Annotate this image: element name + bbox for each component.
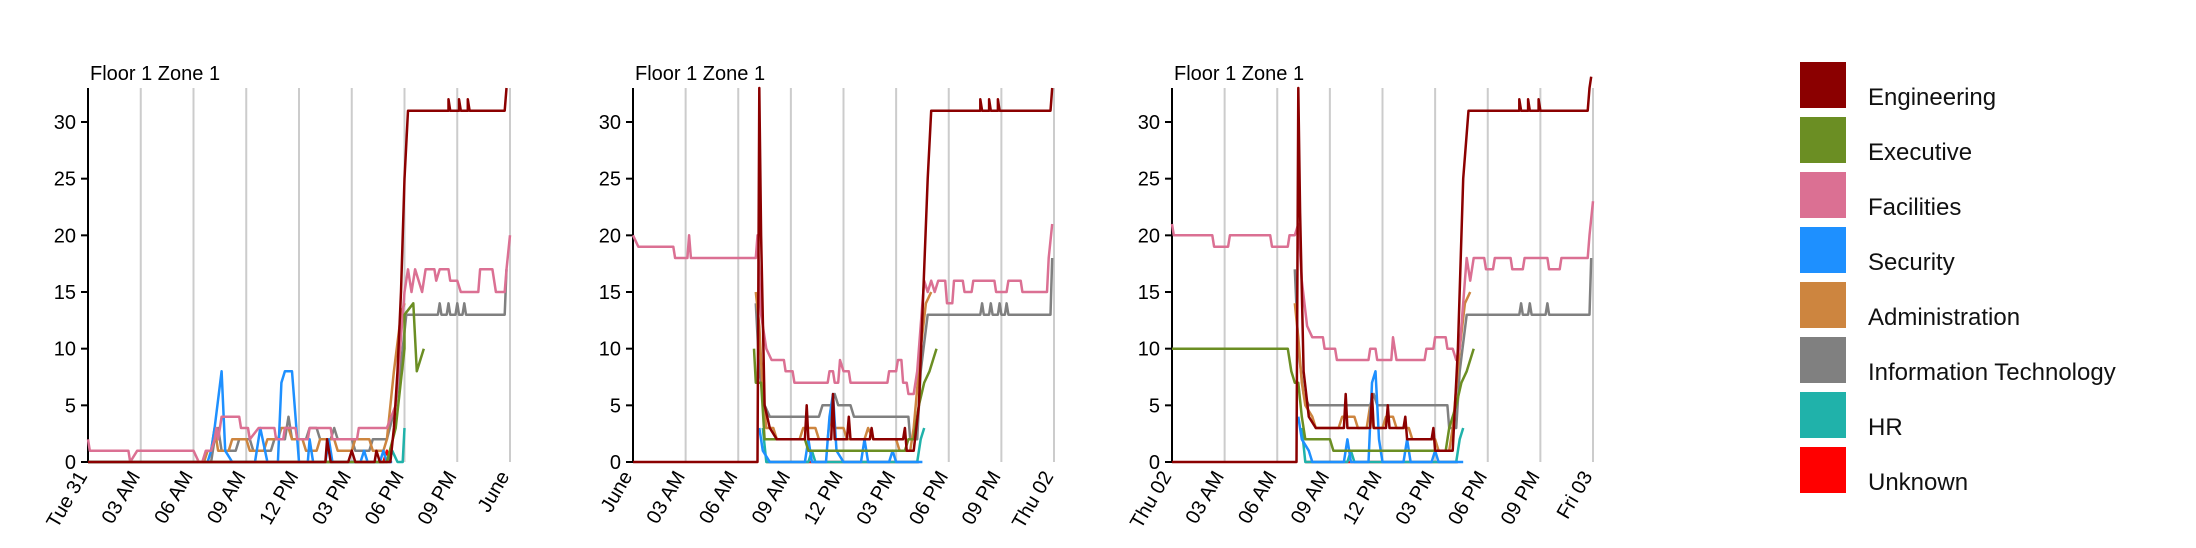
y-tick-label: 15 [54, 282, 76, 304]
x-tick-label: June [597, 468, 638, 517]
x-tick-label: 06 PM [1444, 468, 1492, 529]
x-tick-label: 09 PM [414, 468, 462, 529]
y-tick-label: 0 [610, 452, 621, 474]
y-tick-label: 20 [54, 225, 76, 247]
y-tick-label: 15 [599, 282, 621, 304]
x-tick-label: 03 AM [643, 468, 690, 528]
y-tick-label: 10 [1138, 339, 1160, 361]
legend-swatch-executive [1800, 117, 1846, 163]
series-line-security [88, 370, 393, 464]
legend-item-security[interactable]: Security [1800, 227, 2180, 282]
series-line-executive [752, 348, 938, 452]
x-tick-label: June [474, 468, 515, 517]
x-tick-label: 06 AM [695, 468, 742, 528]
chart-title: Floor 1 Zone 1 [90, 63, 220, 85]
x-tick-label: 09 AM [203, 468, 250, 528]
chart-panel-1: 0 5 10 15 20 25 30 Tue 31 03 AM 06 AM 09 AM 12 PM 03… [43, 63, 515, 532]
x-tick-label: Thu 02 [1126, 468, 1176, 533]
legend-swatch-security [1800, 227, 1846, 273]
legend-item-administration[interactable]: Administration [1800, 282, 2180, 337]
legend-swatch-facilities [1800, 172, 1846, 218]
x-tick-label: 09 PM [958, 468, 1006, 529]
series-line-administration [88, 302, 406, 464]
series-line-executive [88, 302, 425, 464]
legend-swatch-hr [1800, 392, 1846, 438]
x-tick-label: 03 PM [308, 468, 356, 529]
department-legend: Engineering Executive Facilities Securit… [1800, 62, 2180, 502]
legend-label-hr: HR [1868, 414, 1903, 441]
x-tick-label: 12 PM [255, 468, 303, 529]
chart-panel-3: 0 5 10 15 20 25 30 Thu 02 03 AM 06 AM 09 AM 12 PM 03… [1126, 63, 1597, 532]
legend-label-security: Security [1868, 249, 1955, 276]
y-tick-label: 5 [1149, 395, 1160, 417]
y-tick-label: 30 [54, 112, 76, 134]
x-tick-label: 03 AM [98, 468, 145, 528]
legend-item-facilities[interactable]: Facilities [1800, 172, 2180, 227]
x-tick-label: 12 PM [1339, 468, 1387, 529]
x-tick-label: 12 PM [800, 468, 848, 529]
series-line-information-technology [1293, 257, 1593, 430]
y-tick-label: 20 [599, 225, 621, 247]
x-tick-label: 06 PM [361, 468, 409, 529]
y-tick-label: 0 [1149, 452, 1160, 474]
series-line-information-technology [754, 257, 1054, 441]
y-tick-label: 25 [54, 169, 76, 191]
chart-panel-2: 0 5 10 15 20 25 30 June 03 AM 06 AM 09 AM 12 PM 03 P… [597, 63, 1059, 532]
series-line-facilities [86, 235, 512, 464]
series-line-security [1297, 370, 1464, 464]
y-tick-label: 30 [599, 112, 621, 134]
legend-item-engineering[interactable]: Engineering [1800, 62, 2180, 117]
legend-label-administration: Administration [1868, 304, 2021, 331]
x-tick-label: 03 PM [1391, 468, 1439, 529]
x-tick-label: Tue 31 [43, 468, 93, 532]
series-line-executive [1172, 347, 1475, 452]
series-line-engineering [1172, 76, 1593, 464]
x-tick-label: 09 PM [1497, 468, 1545, 529]
x-tick-label: 03 PM [852, 468, 900, 529]
legend-label-unknown: Unknown [1868, 469, 1969, 496]
y-tick-label: 25 [1138, 169, 1160, 191]
x-tick-label: Thu 02 [1008, 468, 1058, 533]
legend-item-information-technology[interactable]: Information Technology [1800, 337, 2180, 392]
y-tick-label: 10 [54, 339, 76, 361]
legend-item-unknown[interactable]: Unknown [1800, 447, 2180, 502]
x-tick-label: 06 AM [1234, 468, 1281, 528]
legend-swatch-engineering [1800, 62, 1846, 108]
legend-label-engineering: Engineering [1868, 84, 1997, 111]
legend-swatch-administration [1800, 282, 1846, 328]
legend-swatch-unknown [1800, 447, 1846, 493]
x-tick-label: 09 AM [748, 468, 795, 528]
series-line-engineering [88, 87, 508, 464]
legend-label-information-technology: Information Technology [1868, 359, 2116, 386]
y-tick-label: 10 [599, 339, 621, 361]
x-tick-label: 06 PM [905, 468, 953, 529]
series-line-facilities [1170, 201, 1595, 362]
x-tick-label: 03 AM [1182, 468, 1229, 528]
chart-title: Floor 1 Zone 1 [1174, 63, 1304, 85]
y-tick-label: 0 [65, 452, 76, 474]
y-tick-label: 5 [65, 395, 76, 417]
y-tick-label: 15 [1138, 282, 1160, 304]
x-tick-label: 06 AM [150, 468, 197, 528]
legend-item-hr[interactable]: HR [1800, 392, 2180, 447]
x-tick-label: Fri 03 [1553, 468, 1598, 523]
y-tick-label: 30 [1138, 112, 1160, 134]
y-tick-label: 25 [599, 169, 621, 191]
x-tick-label: 09 AM [1287, 468, 1334, 528]
series-line-engineering [633, 86, 1054, 464]
legend-label-facilities: Facilities [1868, 194, 1962, 221]
legend-swatch-information-technology [1800, 337, 1846, 383]
y-tick-label: 20 [1138, 225, 1160, 247]
y-tick-label: 5 [610, 395, 621, 417]
legend-label-executive: Executive [1868, 139, 1973, 166]
chart-title: Floor 1 Zone 1 [635, 63, 765, 85]
legend-item-executive[interactable]: Executive [1800, 117, 2180, 172]
